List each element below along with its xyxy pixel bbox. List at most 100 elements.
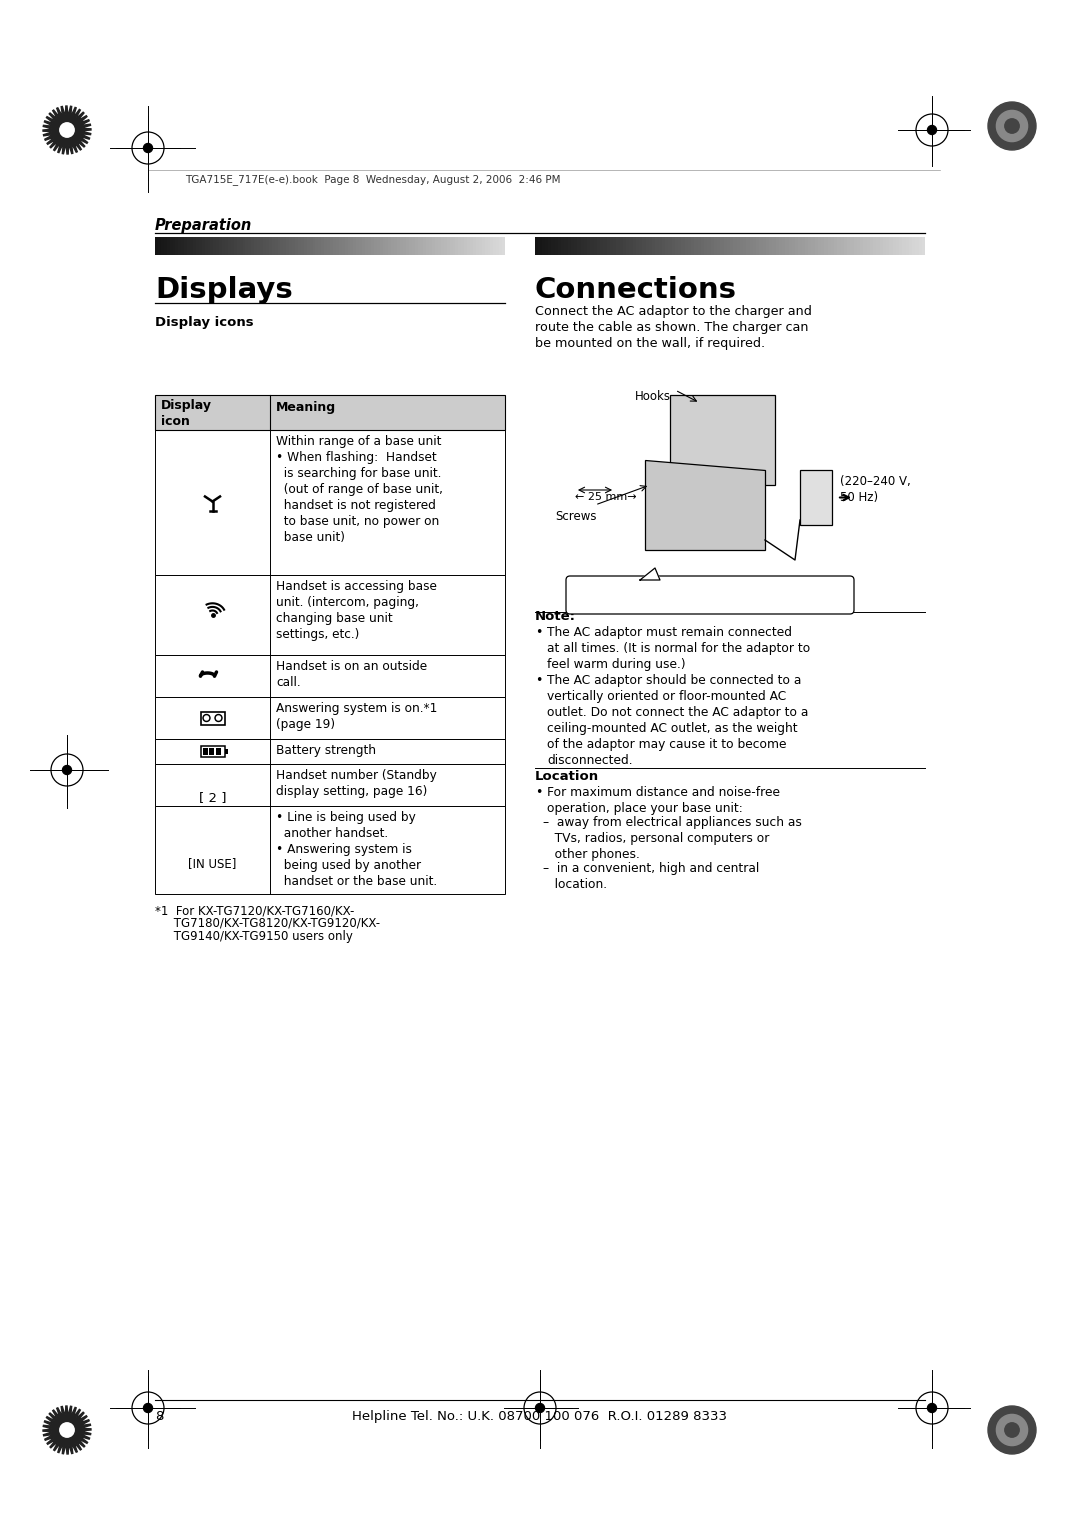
Bar <box>403 237 406 255</box>
Bar <box>210 749 214 755</box>
Bar <box>464 237 468 255</box>
Text: *1  For KX-TG7120/KX-TG7160/KX-: *1 For KX-TG7120/KX-TG7160/KX- <box>156 905 354 917</box>
Text: (220–240 V,
50 Hz): (220–240 V, 50 Hz) <box>840 475 910 504</box>
Bar <box>688 237 691 255</box>
Bar <box>573 237 578 255</box>
Circle shape <box>928 1404 936 1412</box>
Bar <box>266 237 269 255</box>
Bar <box>756 237 759 255</box>
Bar <box>633 237 636 255</box>
Bar <box>181 237 185 255</box>
Bar <box>538 237 542 255</box>
Bar <box>570 237 575 255</box>
Bar <box>262 237 266 255</box>
Bar <box>286 237 289 255</box>
Bar <box>482 237 485 255</box>
Bar <box>199 237 202 255</box>
Bar <box>544 237 549 255</box>
Bar <box>260 237 264 255</box>
Bar <box>289 237 293 255</box>
Bar <box>811 237 814 255</box>
Text: •: • <box>535 626 542 639</box>
Bar <box>201 712 225 724</box>
Bar <box>156 396 505 429</box>
Bar <box>753 237 756 255</box>
Circle shape <box>63 766 71 775</box>
Text: [IN USE]: [IN USE] <box>188 857 237 869</box>
Circle shape <box>997 110 1027 142</box>
Bar <box>792 237 795 255</box>
Bar <box>370 237 374 255</box>
Bar <box>652 237 656 255</box>
Bar <box>805 237 808 255</box>
Bar <box>278 237 281 255</box>
Bar <box>866 237 870 255</box>
Bar <box>850 237 854 255</box>
Bar <box>453 237 456 255</box>
Bar <box>856 237 861 255</box>
Bar <box>561 237 565 255</box>
Bar <box>201 746 225 756</box>
Bar <box>837 237 841 255</box>
Text: TG7180/KX-TG8120/KX-TG9120/KX-: TG7180/KX-TG8120/KX-TG9120/KX- <box>156 917 380 931</box>
Bar <box>869 237 874 255</box>
Bar <box>456 237 459 255</box>
Bar <box>418 237 421 255</box>
Bar <box>915 237 919 255</box>
Bar <box>740 237 743 255</box>
Bar <box>216 749 220 755</box>
Circle shape <box>144 144 152 153</box>
Bar <box>636 237 639 255</box>
Bar <box>577 237 581 255</box>
Bar <box>746 237 750 255</box>
Bar <box>248 237 252 255</box>
Bar <box>185 237 188 255</box>
Bar <box>535 237 539 255</box>
Text: •: • <box>535 674 542 688</box>
Circle shape <box>928 125 936 134</box>
Bar <box>548 237 552 255</box>
Bar <box>782 237 785 255</box>
Bar <box>892 237 896 255</box>
Bar <box>769 237 772 255</box>
Bar <box>499 237 502 255</box>
Bar <box>257 237 260 255</box>
Bar <box>766 237 769 255</box>
Bar <box>187 237 190 255</box>
Bar <box>727 237 730 255</box>
Circle shape <box>215 715 222 721</box>
Bar <box>356 237 360 255</box>
Bar <box>730 237 733 255</box>
Bar <box>665 237 669 255</box>
Bar <box>307 237 310 255</box>
Bar <box>743 237 746 255</box>
Bar <box>711 237 714 255</box>
Bar <box>707 237 711 255</box>
Text: Connect the AC adaptor to the charger and
route the cable as shown. The charger : Connect the AC adaptor to the charger an… <box>535 306 812 350</box>
Bar <box>333 237 336 255</box>
Bar <box>315 237 319 255</box>
Bar <box>432 237 435 255</box>
Bar <box>382 237 386 255</box>
Bar <box>437 237 441 255</box>
Bar <box>899 237 903 255</box>
Bar <box>889 237 893 255</box>
Bar <box>656 237 659 255</box>
Bar <box>591 237 594 255</box>
Polygon shape <box>640 568 660 581</box>
Bar <box>164 237 167 255</box>
Bar <box>704 237 707 255</box>
Bar <box>827 237 831 255</box>
Bar <box>775 237 779 255</box>
Bar <box>717 237 720 255</box>
Bar <box>202 237 205 255</box>
Bar <box>193 237 197 255</box>
Bar <box>429 237 432 255</box>
Bar <box>225 749 228 755</box>
Bar <box>551 237 555 255</box>
Bar <box>895 237 900 255</box>
Text: Handset is on an outside
call.: Handset is on an outside call. <box>276 660 427 689</box>
Circle shape <box>1004 1423 1020 1438</box>
Polygon shape <box>43 105 91 154</box>
Bar <box>156 237 158 255</box>
